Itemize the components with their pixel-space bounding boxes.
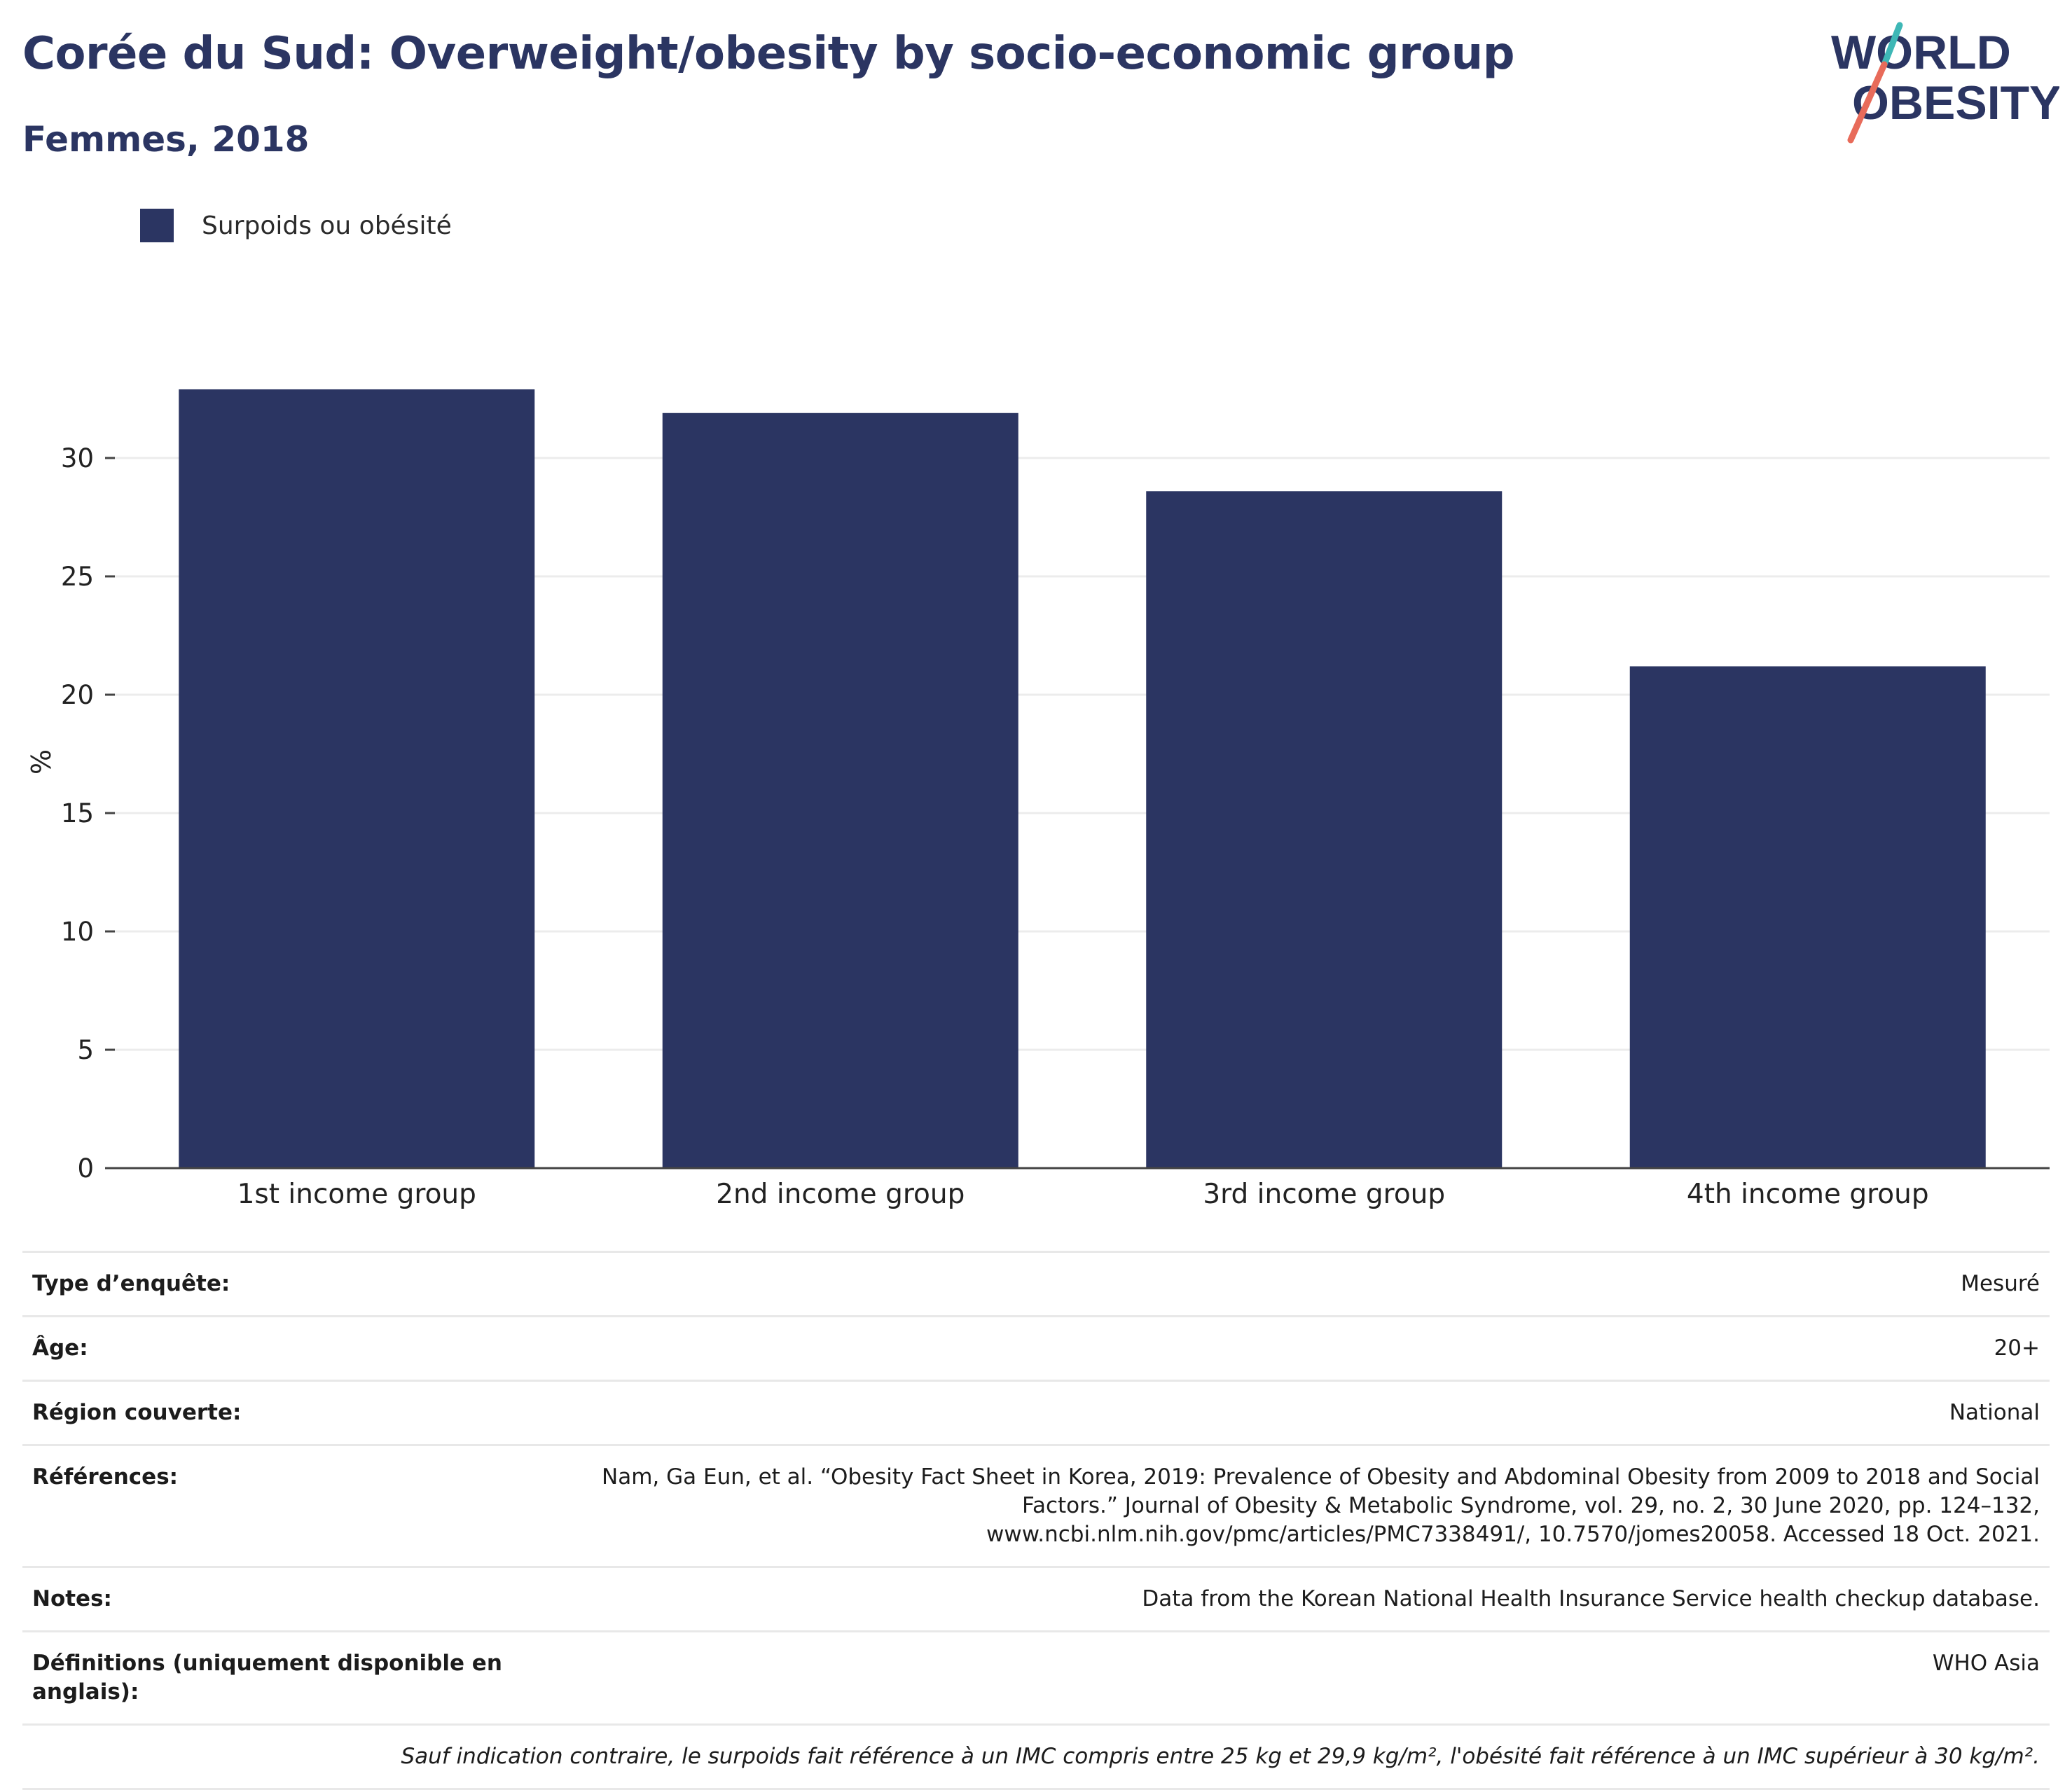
detail-row-region: Région couverte: National xyxy=(22,1380,2050,1444)
detail-label: Références: xyxy=(32,1464,179,1490)
detail-value: Nam, Ga Eun, et al. “Obesity Fact Sheet … xyxy=(602,1464,2040,1547)
detail-value: 20+ xyxy=(1994,1335,2040,1361)
logo-word-obesity: OBESITY xyxy=(1852,76,2059,130)
detail-row-age: Âge: 20+ xyxy=(22,1315,2050,1380)
detail-label: Notes: xyxy=(32,1586,112,1611)
legend-label: Surpoids ou obésité xyxy=(202,211,452,240)
detail-value: Mesuré xyxy=(1961,1271,2040,1296)
footnote: Sauf indication contraire, le surpoids f… xyxy=(22,1723,2050,1790)
y-tick-label: 10 xyxy=(61,917,94,947)
legend-swatch xyxy=(140,209,174,242)
detail-row-notes: Notes: Data from the Korean National Hea… xyxy=(22,1566,2050,1630)
detail-label: Région couverte: xyxy=(32,1400,242,1425)
detail-row-survey-type: Type d’enquête: Mesuré xyxy=(22,1251,2050,1315)
detail-row-definitions: Définitions (uniquement disponible en an… xyxy=(22,1630,2050,1723)
y-tick-label: 15 xyxy=(61,798,94,828)
y-tick-label: 0 xyxy=(77,1153,94,1184)
logo-slash-red xyxy=(1847,61,1888,144)
detail-row-references: Références: Nam, Ga Eun, et al. “Obesity… xyxy=(22,1444,2050,1566)
detail-label: Définitions (uniquement disponible en an… xyxy=(32,1651,502,1705)
x-tick-label: 4th income group xyxy=(1687,1179,1929,1210)
bars xyxy=(179,389,1986,1168)
bar xyxy=(179,389,535,1168)
bar-chart: 0 5 10 15 20 25 30 1st income group 2nd income … xyxy=(26,389,2050,1210)
detail-value: WHO Asia xyxy=(1932,1651,2040,1676)
detail-value: National xyxy=(1949,1400,2040,1425)
legend: Surpoids ou obésité xyxy=(140,209,452,242)
bar xyxy=(1146,491,1503,1168)
y-tick-label: 25 xyxy=(61,562,94,592)
x-tick-label: 3rd income group xyxy=(1203,1179,1445,1210)
bar xyxy=(1629,666,1986,1168)
bar xyxy=(662,412,1018,1168)
detail-label: Type d’enquête: xyxy=(32,1271,230,1296)
chart-title: Corée du Sud: Overweight/obesity by soci… xyxy=(22,28,1515,80)
world-obesity-logo: WORLD OBESITY xyxy=(1831,22,2059,144)
y-tick-label: 30 xyxy=(61,443,94,473)
x-axis-labels: 1st income group 2nd income group 3rd inco… xyxy=(237,1179,1929,1210)
logo-word-world: WORLD xyxy=(1831,26,2011,79)
x-tick-label: 2nd income group xyxy=(716,1179,965,1210)
x-tick-label: 1st income group xyxy=(237,1179,476,1210)
chart-subtitle: Femmes, 2018 xyxy=(22,119,310,160)
y-axis-ticks: 0 5 10 15 20 25 30 xyxy=(61,443,115,1184)
y-tick-label: 5 xyxy=(77,1035,94,1065)
detail-label: Âge: xyxy=(32,1335,88,1361)
y-axis-label: % xyxy=(26,749,57,775)
details-table: Type d’enquête: Mesuré Âge: 20+ Région c… xyxy=(22,1251,2050,1790)
logo-slash-teal xyxy=(1881,22,1903,68)
detail-value: Data from the Korean National Health Ins… xyxy=(1142,1586,2040,1611)
y-tick-label: 20 xyxy=(61,680,94,710)
